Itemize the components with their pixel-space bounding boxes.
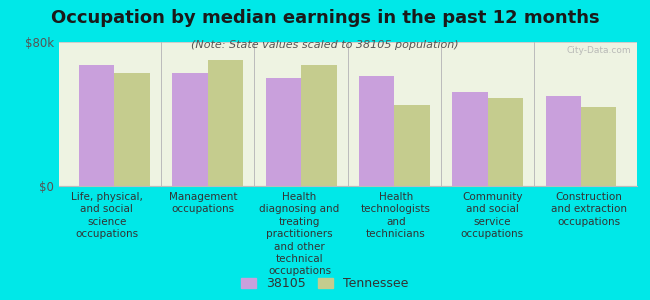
Bar xyxy=(79,65,114,186)
Bar xyxy=(452,92,488,186)
Bar xyxy=(208,60,243,186)
Text: Community
and social
service
occupations: Community and social service occupations xyxy=(461,192,524,239)
Bar xyxy=(395,105,430,186)
Bar xyxy=(581,107,616,186)
Text: Occupation by median earnings in the past 12 months: Occupation by median earnings in the pas… xyxy=(51,9,599,27)
Text: (Note: State values scaled to 38105 population): (Note: State values scaled to 38105 popu… xyxy=(191,40,459,50)
Bar xyxy=(301,65,337,186)
Text: Health
diagnosing and
treating
practitioners
and other
technical
occupations: Health diagnosing and treating practitio… xyxy=(259,192,340,276)
Legend: 38105, Tennessee: 38105, Tennessee xyxy=(237,273,413,294)
Bar xyxy=(488,98,523,186)
Bar xyxy=(266,78,301,186)
Bar xyxy=(114,73,150,186)
Text: Health
technologists
and
technicians: Health technologists and technicians xyxy=(361,192,431,239)
Bar xyxy=(172,73,208,186)
Text: City-Data.com: City-Data.com xyxy=(567,46,631,55)
Text: Life, physical,
and social
science
occupations: Life, physical, and social science occup… xyxy=(71,192,142,239)
Bar xyxy=(359,76,395,186)
Text: Management
occupations: Management occupations xyxy=(169,192,237,214)
Text: Construction
and extraction
occupations: Construction and extraction occupations xyxy=(551,192,627,227)
Bar xyxy=(545,96,581,186)
